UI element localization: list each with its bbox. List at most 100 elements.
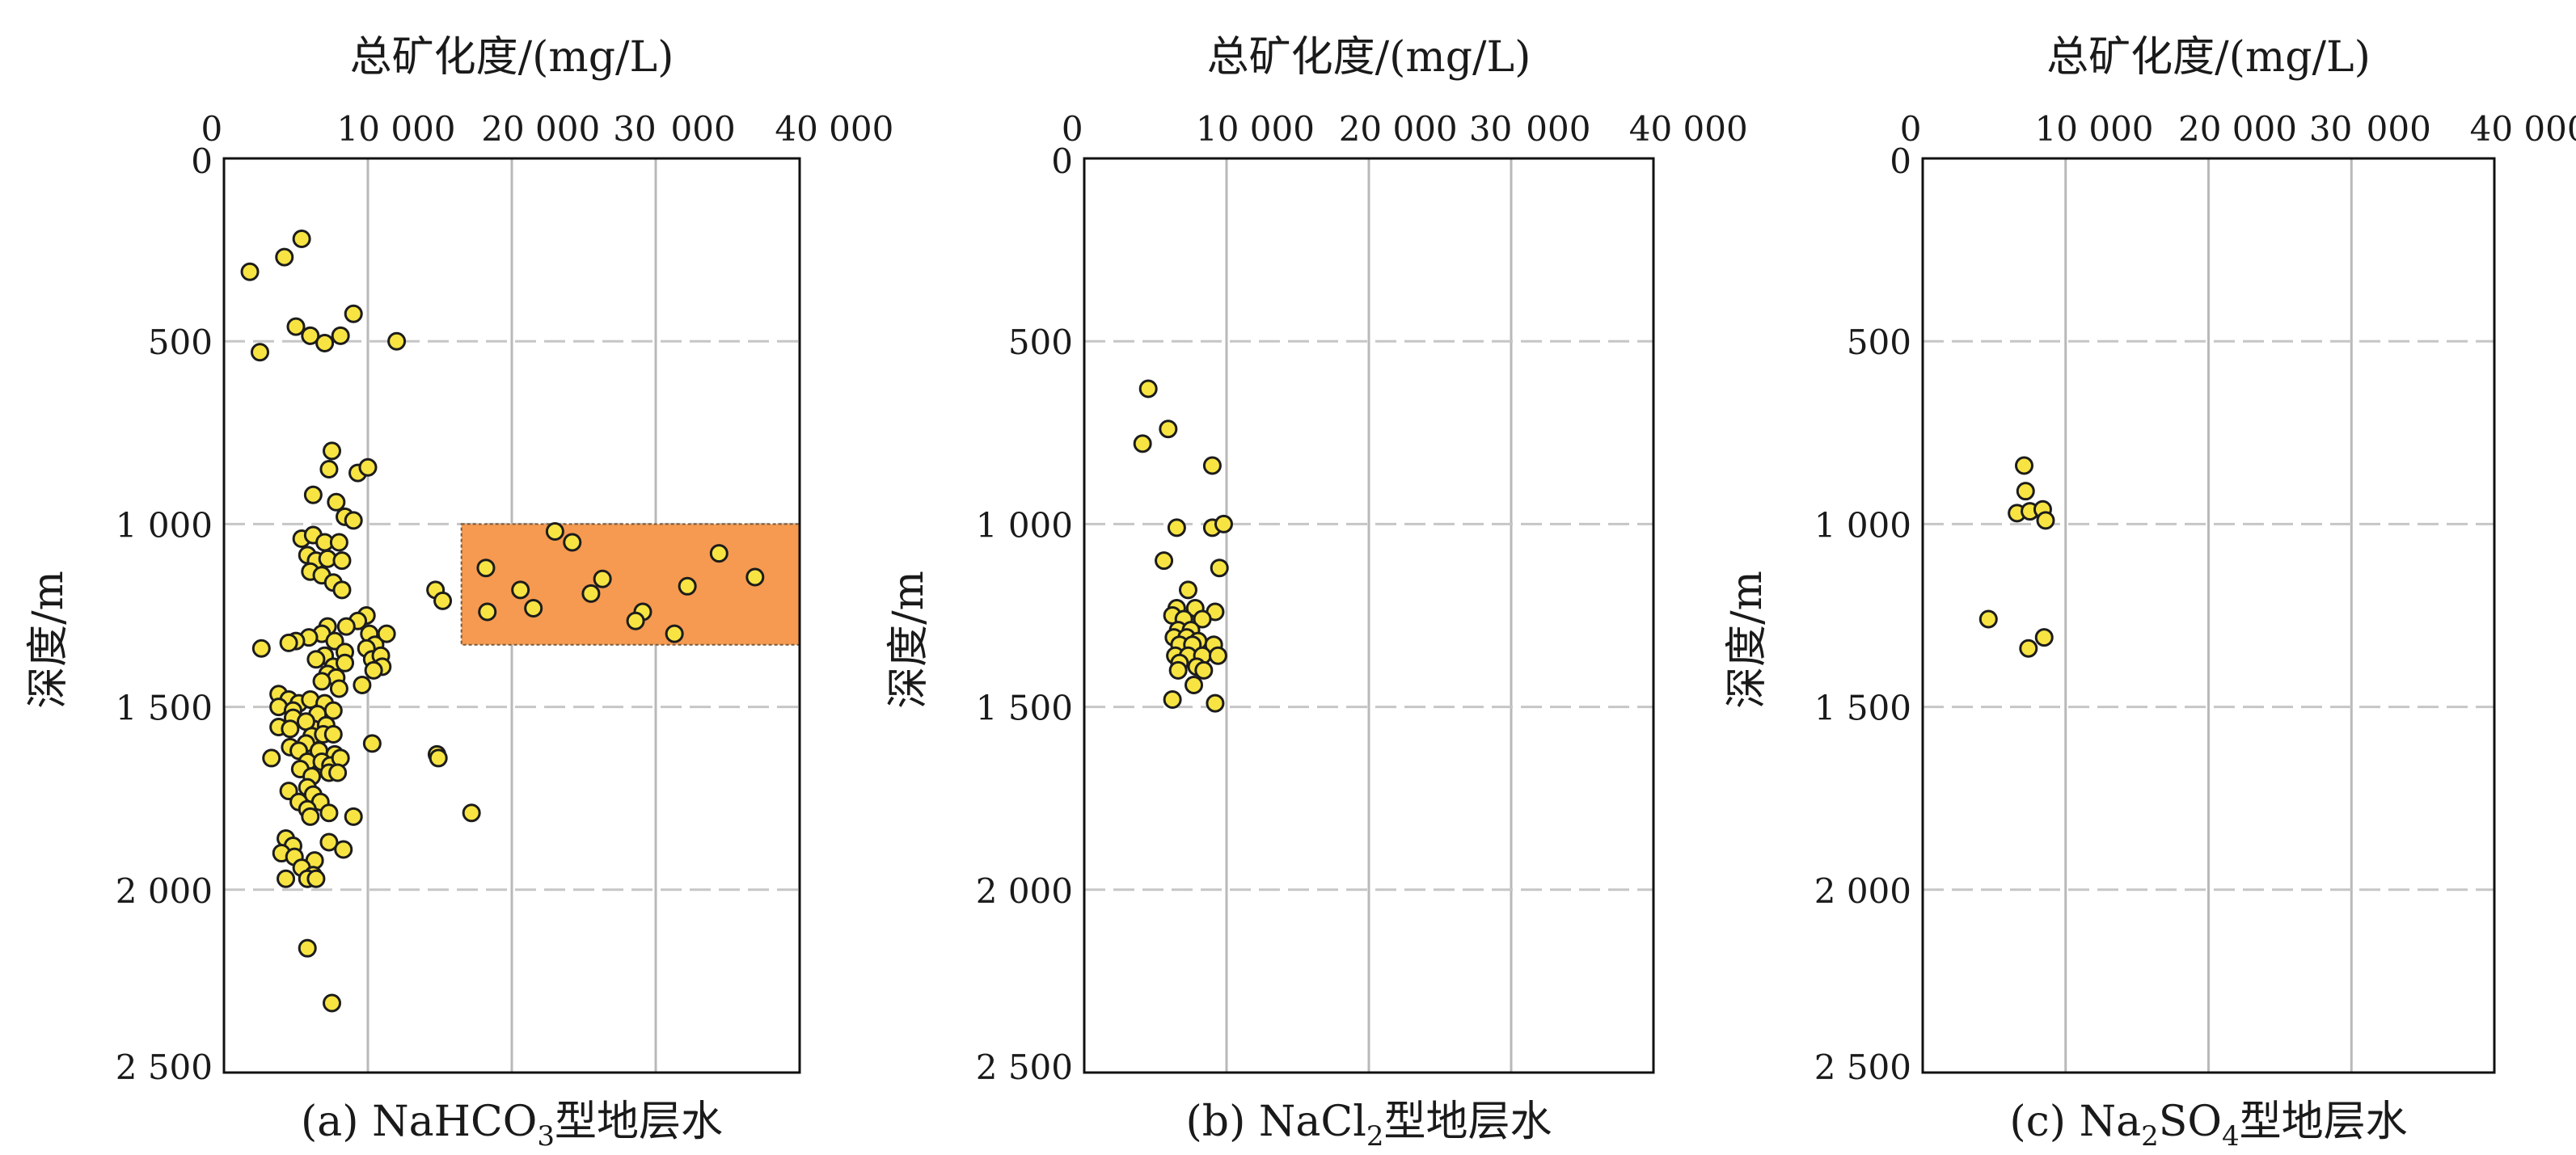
y-tick-label: 500 [1008,322,1073,362]
data-point [1202,456,1222,475]
data-point [709,544,728,563]
caption-text: 型地层水 [555,1098,723,1146]
caption-subscript: 2 [2141,1120,2159,1153]
data-point [303,485,323,504]
x-axis-title: 总矿化度/(mg/L) [1207,33,1531,82]
data-point [1178,580,1197,600]
x-tick-label: 40 000 [2470,109,2576,149]
y-tick-label: 1 000 [116,505,213,545]
data-point [2014,456,2033,475]
data-point [362,734,382,753]
y-axis-title: 深度/m [24,571,73,709]
x-tick-label: 30 [613,109,656,149]
data-point [331,326,350,345]
data-point [1206,693,1225,713]
x-tick-label: 30 [2309,109,2352,149]
caption-subscript: 3 [537,1120,555,1153]
panel-a-nahco3: 0 10 000 20 000 30 000 40 000 0 500 1 000 1 500 2 … [24,33,893,1153]
panel-c-na2so4: 0 10 000 20 000 30 000 40 000 0 500 1 000 1 500 2 … [1723,33,2576,1153]
x-tick-label: 000 [2367,109,2431,149]
data-point [301,807,320,826]
x-tick-label: 20 000 [2178,109,2297,149]
data-point [344,304,363,323]
data-point [277,869,296,888]
y-tick-label: 1 500 [976,689,1073,728]
data-point [377,624,396,643]
data-point [251,343,269,362]
data-point [329,533,348,552]
data-point [353,675,372,694]
data-point [2036,511,2055,530]
data-point [476,559,496,578]
caption-subscript: 2 [1366,1120,1384,1153]
y-tick-label: 500 [148,322,213,362]
y-tick-label: 2 000 [116,871,213,911]
caption-text: SO [2159,1098,2222,1146]
data-point [323,441,341,461]
y-tick-label: 2 500 [976,1048,1073,1087]
data-point [331,748,350,768]
y-tick-label: 0 [1890,141,1911,181]
data-point [323,725,343,744]
data-point [1214,514,1233,533]
data-point [2016,482,2035,501]
data-point [275,247,294,267]
caption-text: (a) NaHCO [301,1098,537,1146]
data-point [334,840,353,859]
data-point [240,262,260,281]
data-point [1185,675,1204,694]
data-point [312,672,332,691]
y-tick-label: 0 [191,141,213,181]
panel-caption: (b) NaCl2型地层水 [1186,1098,1552,1153]
y-tick-label: 2 500 [1814,1048,1911,1087]
y-tick-label: 2 500 [116,1048,213,1087]
data-point [2034,628,2054,647]
data-point [281,719,300,739]
data-point [745,567,765,587]
data-point [1168,660,1188,680]
x-tick-label: 10 000 [337,109,456,149]
data-point [319,460,339,479]
caption-text: (c) Na [2009,1098,2141,1146]
data-point [336,653,355,672]
panel-b-nacl2: 0 10 000 20 000 30 000 40 000 0 500 1 000 1 500 2 … [885,33,1748,1153]
data-point [279,633,298,652]
y-tick-label: 1 000 [1814,505,1911,545]
x-tick-label: 0 [1062,109,1083,149]
x-tick-label: 40 000 [1629,109,1748,149]
data-point [319,833,339,852]
data-point [511,580,530,600]
x-axis-title: 总矿化度/(mg/L) [2046,33,2371,82]
caption-text: 型地层水 [1383,1098,1552,1146]
data-point [1133,434,1152,453]
x-tick-label: 0 [1900,109,1922,149]
caption-text: 型地层水 [2240,1098,2408,1146]
data-point [563,533,582,552]
data-point [545,521,564,541]
data-point [1159,419,1178,439]
data-point [332,551,352,571]
data-point [678,576,697,596]
data-point [301,326,320,345]
caption-subscript: 4 [2222,1120,2240,1153]
data-point [1210,559,1229,578]
data-point [626,611,645,630]
y-axis-title: 深度/m [885,571,933,709]
y-tick-label: 1 500 [1814,689,1911,728]
y-tick-label: 2 000 [976,871,1073,911]
data-point [665,624,684,643]
data-point [306,869,326,888]
x-tick-label: 10 000 [1196,109,1315,149]
data-point [344,511,363,530]
x-tick-label: 000 [671,109,736,149]
data-point [328,763,348,782]
panel-caption: (a) NaHCO3型地层水 [301,1098,723,1153]
data-point [364,660,383,680]
data-point [323,701,343,720]
data-point [358,457,378,477]
data-point [462,803,481,823]
x-tick-label: 20 000 [481,109,600,149]
data-point [1978,609,1998,629]
y-tick-label: 1 500 [116,689,213,728]
